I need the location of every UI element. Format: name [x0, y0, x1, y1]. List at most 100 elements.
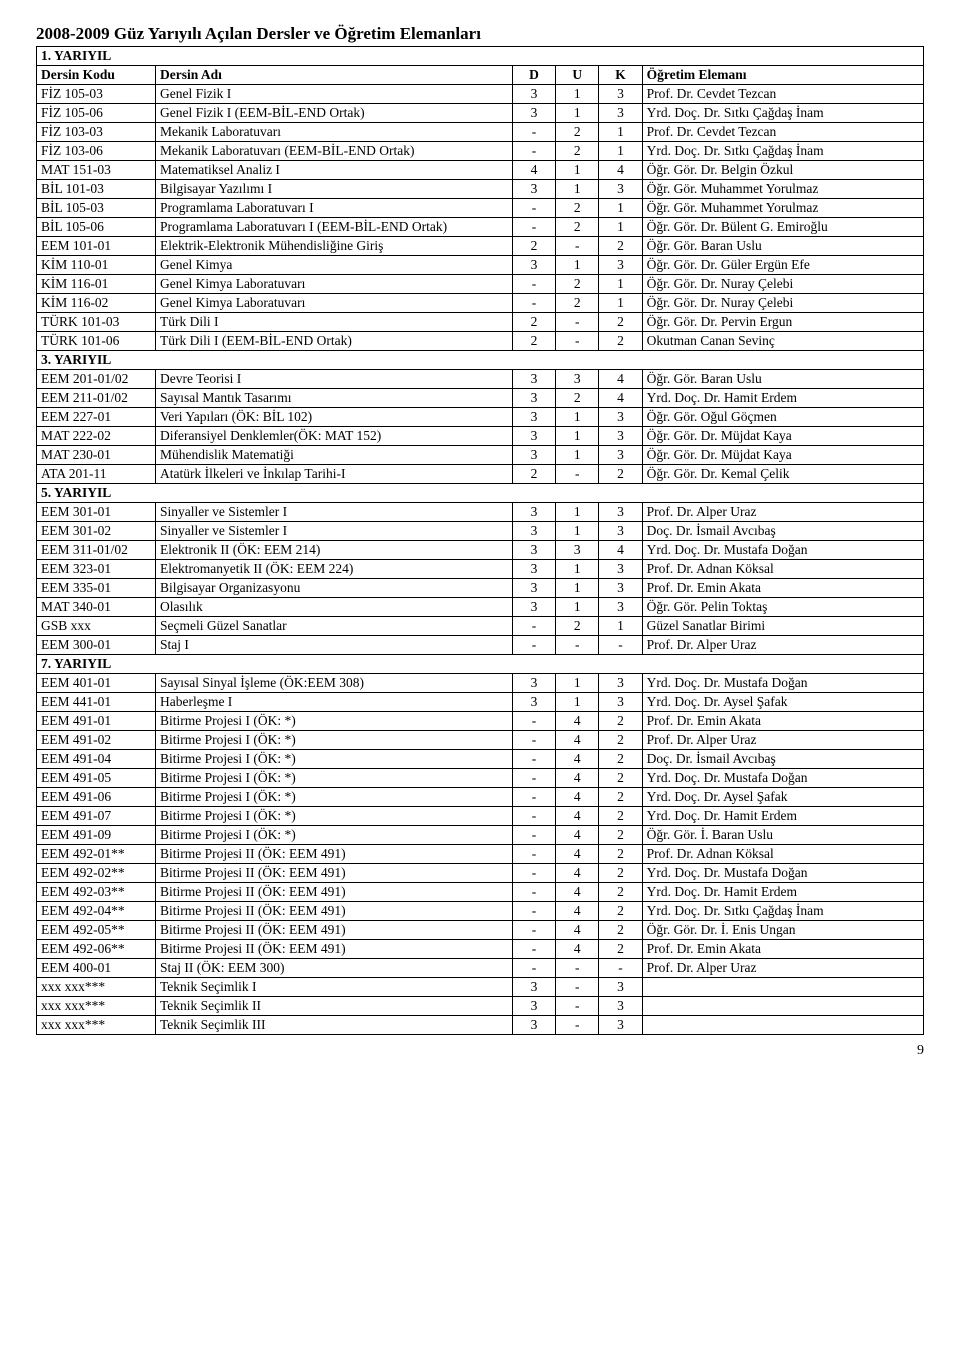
- cell-d: -: [512, 731, 555, 750]
- cell-inst: Öğr. Gör. Dr. Pervin Ergun: [642, 313, 923, 332]
- cell-u: 1: [556, 408, 599, 427]
- cell-name: Genel Kimya: [155, 256, 512, 275]
- cell-u: 1: [556, 522, 599, 541]
- cell-code: TÜRK 101-03: [37, 313, 156, 332]
- cell-name: Bitirme Projesi I (ÖK: *): [155, 712, 512, 731]
- cell-name: Atatürk İlkeleri ve İnkılap Tarihi-I: [155, 465, 512, 484]
- cell-k: 2: [599, 237, 642, 256]
- cell-d: -: [512, 883, 555, 902]
- cell-k: 1: [599, 617, 642, 636]
- cell-d: -: [512, 712, 555, 731]
- cell-code: EEM 491-07: [37, 807, 156, 826]
- cell-k: -: [599, 636, 642, 655]
- table-row: EEM 300-01Staj I---Prof. Dr. Alper Uraz: [37, 636, 924, 655]
- cell-k: 4: [599, 161, 642, 180]
- cell-code: FİZ 103-06: [37, 142, 156, 161]
- cell-code: KİM 116-02: [37, 294, 156, 313]
- table-row: BİL 105-03Programlama Laboratuvarı I-21Ö…: [37, 199, 924, 218]
- cell-u: 1: [556, 598, 599, 617]
- cell-u: 2: [556, 617, 599, 636]
- table-row: TÜRK 101-03Türk Dili I2-2Öğr. Gör. Dr. P…: [37, 313, 924, 332]
- cell-name: Bitirme Projesi II (ÖK: EEM 491): [155, 940, 512, 959]
- cell-k: 2: [599, 332, 642, 351]
- cell-d: 2: [512, 465, 555, 484]
- cell-k: 3: [599, 427, 642, 446]
- cell-d: -: [512, 807, 555, 826]
- cell-u: 2: [556, 199, 599, 218]
- table-row: EEM 492-06**Bitirme Projesi II (ÖK: EEM …: [37, 940, 924, 959]
- cell-code: EEM 492-01**: [37, 845, 156, 864]
- cell-d: -: [512, 826, 555, 845]
- cell-code: KİM 116-01: [37, 275, 156, 294]
- col-header-name: Dersin Adı: [155, 66, 512, 85]
- cell-inst: Prof. Dr. Alper Uraz: [642, 959, 923, 978]
- cell-code: BİL 101-03: [37, 180, 156, 199]
- cell-name: Bitirme Projesi I (ÖK: *): [155, 788, 512, 807]
- table-row: KİM 110-01Genel Kimya313Öğr. Gör. Dr. Gü…: [37, 256, 924, 275]
- table-row: EEM 201-01/02Devre Teorisi I334Öğr. Gör.…: [37, 370, 924, 389]
- cell-code: EEM 101-01: [37, 237, 156, 256]
- cell-k: 2: [599, 750, 642, 769]
- cell-inst: Prof. Dr. Emin Akata: [642, 579, 923, 598]
- table-row: KİM 116-02Genel Kimya Laboratuvarı-21Öğr…: [37, 294, 924, 313]
- cell-code: EEM 311-01/02: [37, 541, 156, 560]
- cell-u: 2: [556, 218, 599, 237]
- cell-name: Haberleşme I: [155, 693, 512, 712]
- table-row: EEM 492-02**Bitirme Projesi II (ÖK: EEM …: [37, 864, 924, 883]
- page-number: 9: [36, 1043, 924, 1059]
- cell-inst: Öğr. Gör. Dr. Kemal Çelik: [642, 465, 923, 484]
- cell-code: EEM 441-01: [37, 693, 156, 712]
- cell-name: Türk Dili I: [155, 313, 512, 332]
- cell-k: 3: [599, 503, 642, 522]
- cell-name: Programlama Laboratuvarı I: [155, 199, 512, 218]
- cell-k: 1: [599, 123, 642, 142]
- cell-d: -: [512, 769, 555, 788]
- cell-name: Olasılık: [155, 598, 512, 617]
- cell-inst: Öğr. Gör. Dr. Müjdat Kaya: [642, 446, 923, 465]
- cell-inst: Yrd. Doç. Dr. Hamit Erdem: [642, 807, 923, 826]
- table-row: FİZ 105-06Genel Fizik I (EEM-BİL-END Ort…: [37, 104, 924, 123]
- cell-name: Bitirme Projesi I (ÖK: *): [155, 769, 512, 788]
- cell-name: Sinyaller ve Sistemler I: [155, 522, 512, 541]
- cell-k: 3: [599, 85, 642, 104]
- cell-code: EEM 491-01: [37, 712, 156, 731]
- cell-d: -: [512, 940, 555, 959]
- cell-u: 4: [556, 807, 599, 826]
- table-row: xxx xxx***Teknik Seçimlik III3-3: [37, 1016, 924, 1035]
- cell-inst: Doç. Dr. İsmail Avcıbaş: [642, 750, 923, 769]
- cell-k: 2: [599, 921, 642, 940]
- cell-u: -: [556, 636, 599, 655]
- cell-u: 1: [556, 693, 599, 712]
- cell-code: EEM 492-02**: [37, 864, 156, 883]
- cell-u: 4: [556, 845, 599, 864]
- cell-name: Elektronik II (ÖK: EEM 214): [155, 541, 512, 560]
- cell-d: 4: [512, 161, 555, 180]
- cell-inst: Öğr. Gör. Dr. Güler Ergün Efe: [642, 256, 923, 275]
- cell-d: -: [512, 218, 555, 237]
- cell-inst: Yrd. Doç. Dr. Mustafa Doğan: [642, 769, 923, 788]
- cell-d: -: [512, 864, 555, 883]
- cell-name: Teknik Seçimlik II: [155, 997, 512, 1016]
- cell-k: 2: [599, 807, 642, 826]
- table-row: MAT 340-01Olasılık313Öğr. Gör. Pelin Tok…: [37, 598, 924, 617]
- cell-code: BİL 105-03: [37, 199, 156, 218]
- cell-u: -: [556, 997, 599, 1016]
- cell-k: 1: [599, 275, 642, 294]
- cell-k: 4: [599, 370, 642, 389]
- table-row: EEM 311-01/02Elektronik II (ÖK: EEM 214)…: [37, 541, 924, 560]
- cell-name: Sinyaller ve Sistemler I: [155, 503, 512, 522]
- cell-name: Mühendislik Matematiği: [155, 446, 512, 465]
- cell-code: xxx xxx***: [37, 997, 156, 1016]
- cell-inst: Yrd. Doç. Dr. Hamit Erdem: [642, 389, 923, 408]
- col-header-k: K: [599, 66, 642, 85]
- cell-inst: Öğr. Gör. Dr. İ. Enis Ungan: [642, 921, 923, 940]
- table-row: EEM 211-01/02Sayısal Mantık Tasarımı324Y…: [37, 389, 924, 408]
- section-label: 7. YARIYIL: [37, 655, 924, 674]
- cell-inst: Prof. Dr. Cevdet Tezcan: [642, 85, 923, 104]
- cell-u: 1: [556, 674, 599, 693]
- cell-name: Türk Dili I (EEM-BİL-END Ortak): [155, 332, 512, 351]
- cell-u: -: [556, 237, 599, 256]
- cell-name: Programlama Laboratuvarı I (EEM-BİL-END …: [155, 218, 512, 237]
- cell-k: 2: [599, 788, 642, 807]
- cell-u: 4: [556, 788, 599, 807]
